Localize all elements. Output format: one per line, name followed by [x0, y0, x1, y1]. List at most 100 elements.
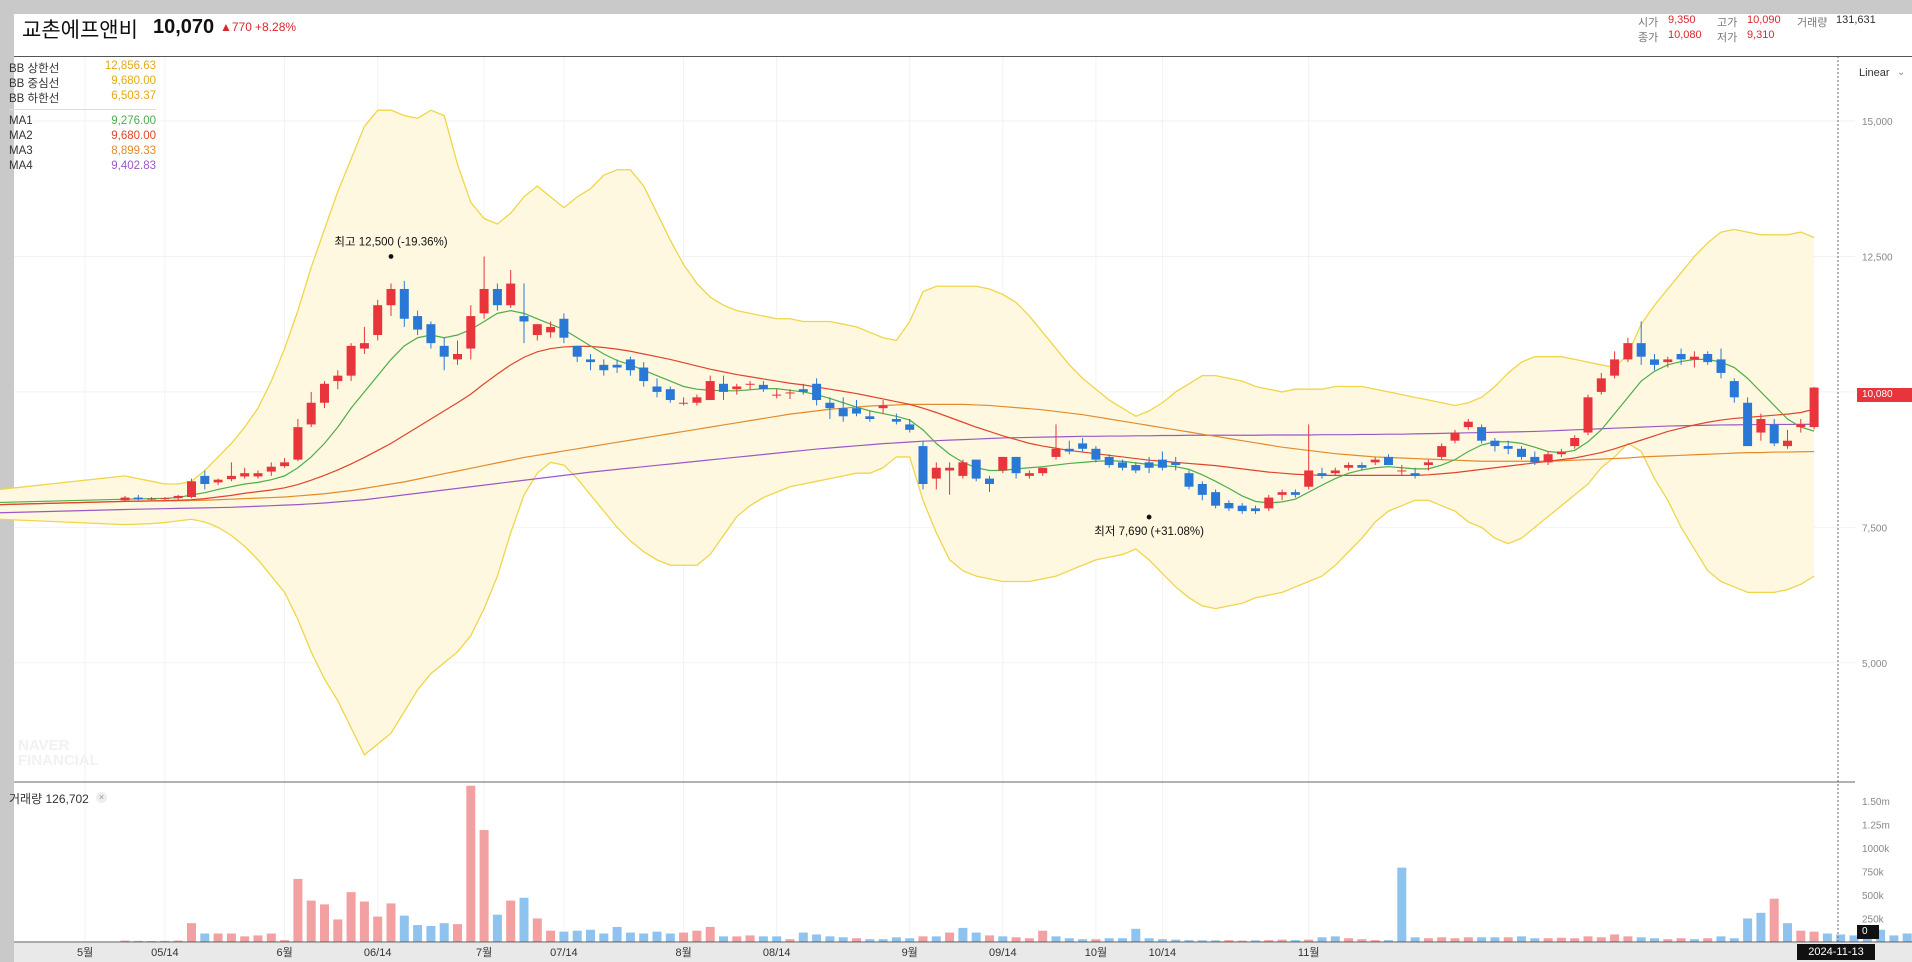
candle-body	[971, 459, 981, 479]
indicator-legend: BB 상한선 12,856.63 BB 중심선 9,680.00 BB 하한선 …	[9, 60, 156, 175]
candle-body	[1423, 462, 1433, 466]
scale-mode-select[interactable]: Linear	[1859, 67, 1890, 79]
volume-bar	[1184, 940, 1194, 942]
candle	[439, 337, 449, 371]
volume-bar	[1304, 939, 1314, 942]
annotation-label: 최저 7,690 (+31.08%)	[1094, 525, 1204, 538]
candle	[1636, 321, 1646, 365]
candle-body	[306, 402, 316, 425]
volume-tick-label: 750k	[1862, 867, 1885, 878]
volume-bar	[320, 904, 329, 942]
candle	[1118, 459, 1127, 471]
quote-header: 교촌에프앤비 10,070 ▲770 +8.28% 시가 9,350 고가 10…	[14, 14, 1912, 57]
candle	[466, 305, 476, 360]
volume-bar	[1809, 931, 1819, 942]
candle-body	[200, 475, 210, 485]
candle	[652, 378, 662, 398]
legend-value: 12,856.63	[104, 60, 156, 72]
bollinger-band	[0, 109, 1815, 756]
candle	[559, 313, 569, 344]
candle-body	[1503, 446, 1513, 449]
candle	[1517, 446, 1526, 460]
volume-bar	[413, 925, 423, 942]
candle	[213, 478, 223, 486]
chevron-down-icon[interactable]: ⌄	[1897, 67, 1906, 78]
candle	[958, 459, 968, 479]
candle-body	[679, 402, 689, 404]
legend-name: MA1	[9, 115, 33, 127]
axes: 5,000 7,500 12,500 15,000 250k 500k 750k 1000k 1…	[14, 56, 1912, 962]
candle-body	[1490, 440, 1500, 447]
candle-body	[785, 392, 795, 394]
candle-body	[1290, 492, 1300, 495]
candle-body	[253, 473, 263, 477]
legend-ma1: MA1 9,276.00	[9, 115, 156, 130]
volume-bar	[253, 935, 263, 942]
candle	[878, 400, 888, 414]
candle	[1809, 387, 1819, 430]
candle	[1796, 419, 1806, 433]
candle	[732, 383, 742, 395]
x-tick-label: 10월	[1085, 946, 1107, 959]
volume-bar	[1370, 940, 1380, 942]
legend-value: 9,402.83	[111, 160, 156, 172]
high-value: 10,090	[1747, 14, 1781, 26]
candle-body	[1104, 456, 1114, 466]
close-icon[interactable]: ×	[96, 792, 107, 803]
volume-bar	[506, 900, 516, 942]
candle-body	[1556, 451, 1566, 455]
candle	[918, 440, 928, 490]
candle	[1157, 451, 1167, 471]
candle-body	[812, 383, 822, 401]
volume-bar	[1024, 938, 1034, 942]
candle	[891, 413, 901, 425]
candle	[173, 494, 183, 500]
volume-bar	[599, 933, 609, 942]
candle	[705, 375, 715, 401]
candle-body	[1264, 497, 1274, 509]
volume-bar	[572, 930, 582, 942]
volume-bar	[1264, 940, 1274, 942]
candle	[1450, 429, 1460, 444]
candle-body	[758, 384, 768, 390]
candle	[386, 283, 396, 317]
volume-bar	[293, 878, 303, 942]
candle-body	[612, 364, 622, 368]
candle	[1556, 448, 1566, 457]
volume-bar	[852, 938, 861, 942]
candle	[306, 391, 316, 428]
volume-bar	[1131, 928, 1141, 942]
candle-body	[413, 316, 423, 330]
candle-body	[1583, 397, 1593, 433]
candle	[825, 397, 835, 419]
candle-body	[1131, 465, 1141, 471]
candle-body	[213, 479, 223, 483]
volume-bar	[692, 930, 702, 942]
candle-body	[1410, 473, 1420, 476]
volume-bar	[1157, 939, 1167, 942]
y-tick-label: 15,000	[1862, 117, 1893, 128]
volume-bar	[240, 936, 250, 942]
candle-body	[1570, 437, 1580, 447]
candle	[413, 310, 423, 336]
candle	[798, 383, 808, 395]
volume-bar	[665, 933, 675, 942]
volume-tick-label: 250k	[1862, 914, 1885, 925]
candle	[971, 459, 981, 482]
legend-ma2: MA2 9,680.00	[9, 130, 156, 145]
volume-bar	[213, 933, 223, 942]
volume-tick-label: 1.50m	[1862, 797, 1890, 808]
candle-body	[1064, 448, 1074, 452]
candle	[1650, 353, 1659, 371]
bb-band-fill	[0, 110, 1815, 755]
volume-bar	[985, 935, 994, 942]
candle	[160, 497, 170, 501]
volume-bar	[1450, 938, 1460, 942]
candle-body	[1463, 421, 1473, 428]
volume-bar	[758, 936, 768, 942]
candle	[200, 470, 210, 490]
volume-bar	[1663, 939, 1673, 942]
candle	[1184, 470, 1194, 490]
high-label: 고가	[1717, 17, 1738, 29]
